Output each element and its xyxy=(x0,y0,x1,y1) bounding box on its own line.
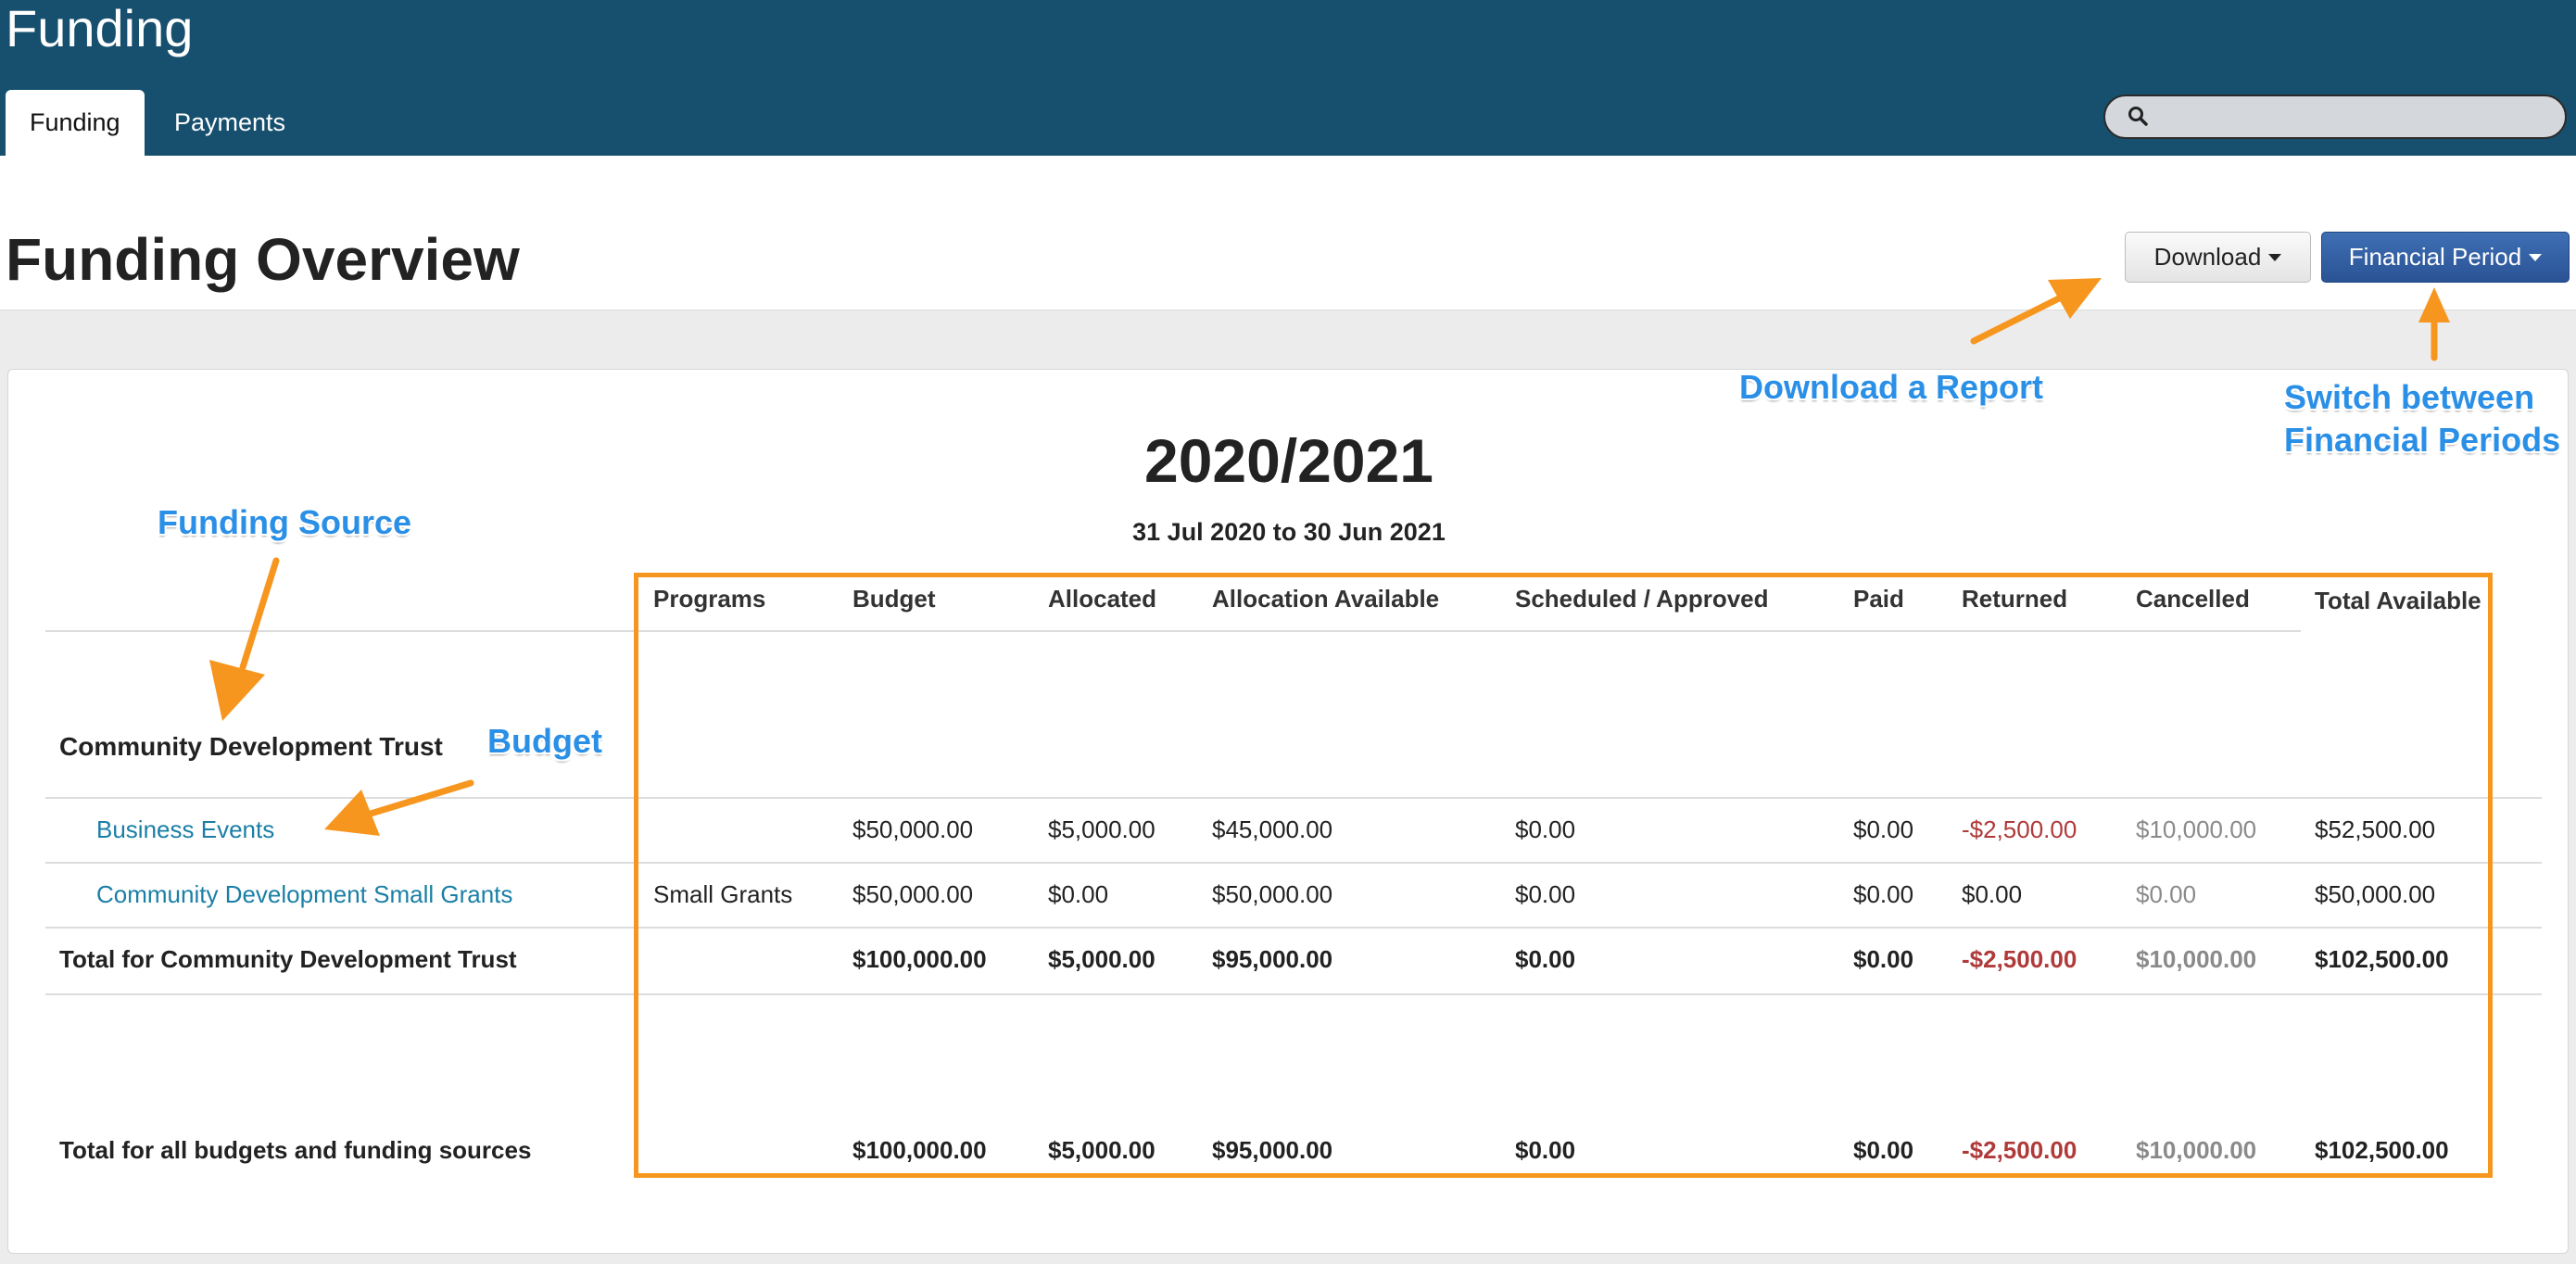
cell-cancelled: $10,000.00 xyxy=(2136,1136,2257,1164)
columns-highlight-box xyxy=(634,573,2493,1178)
row-divider xyxy=(45,927,2542,929)
tab-funding[interactable]: Funding xyxy=(6,90,145,156)
cell-allocation-available: $95,000.00 xyxy=(1212,1136,1333,1164)
search-input[interactable] xyxy=(2103,95,2567,139)
search-icon xyxy=(2128,107,2148,126)
cell-cancelled: $10,000.00 xyxy=(2136,815,2257,843)
grand-total-label: Total for all budgets and funding source… xyxy=(59,1136,532,1164)
row-divider xyxy=(45,993,2542,995)
row-divider xyxy=(45,862,2542,864)
cell-scheduled: $0.00 xyxy=(1515,1136,1576,1164)
cell-allocated: $5,000.00 xyxy=(1048,815,1155,843)
cell-paid: $0.00 xyxy=(1853,945,1914,973)
period-title: 2020/2021 xyxy=(1144,426,1433,495)
cell-paid: $0.00 xyxy=(1853,1136,1914,1164)
column-header-programs: Programs xyxy=(653,585,766,613)
annotation-switch-periods-line2: Financial Periods xyxy=(2284,421,2561,459)
cell-returned: $0.00 xyxy=(1962,880,2023,908)
cell-returned: -$2,500.00 xyxy=(1962,1136,2077,1164)
cell-scheduled: $0.00 xyxy=(1515,815,1576,843)
caret-down-icon xyxy=(2268,253,2282,261)
column-header-budget: Budget xyxy=(852,585,936,613)
cell-total-available: $102,500.00 xyxy=(2315,945,2449,973)
arrow-funding-source-icon xyxy=(209,557,280,721)
arrow-download-icon xyxy=(1970,278,2102,345)
funding-report-panel: 2020/2021 31 Jul 2020 to 30 Jun 2021 Pro… xyxy=(7,369,2569,1254)
tab-payments[interactable]: Payments xyxy=(174,108,286,136)
annotation-budget: Budget xyxy=(487,722,602,760)
cell-cancelled: $10,000.00 xyxy=(2136,945,2257,973)
download-button-label: Download xyxy=(2153,243,2262,271)
cell-allocated: $0.00 xyxy=(1048,880,1109,908)
app-title: Funding xyxy=(6,0,194,57)
cell-total-available: $102,500.00 xyxy=(2315,1136,2449,1164)
row-divider xyxy=(45,797,2542,799)
column-header-scheduled-approved: Scheduled / Approved xyxy=(1515,585,1769,613)
annotation-switch-periods-line1: Switch between xyxy=(2284,378,2535,416)
arrow-financial-period-icon xyxy=(2418,287,2450,361)
cell-allocation-available: $50,000.00 xyxy=(1212,880,1333,908)
header-divider xyxy=(45,630,2301,632)
cell-allocation-available: $45,000.00 xyxy=(1212,815,1333,843)
column-header-returned: Returned xyxy=(1962,585,2068,613)
cell-allocated: $5,000.00 xyxy=(1048,945,1155,973)
funding-source-name: Community Development Trust xyxy=(59,732,443,761)
cell-cancelled: $0.00 xyxy=(2136,880,2197,908)
cell-budget: $50,000.00 xyxy=(852,880,974,908)
cell-total-available: $50,000.00 xyxy=(2315,880,2436,908)
cell-paid: $0.00 xyxy=(1853,815,1914,843)
column-header-allocated: Allocated xyxy=(1048,585,1157,613)
period-range: 31 Jul 2020 to 30 Jun 2021 xyxy=(1132,518,1446,546)
cell-budget: $50,000.00 xyxy=(852,815,974,843)
cell-paid: $0.00 xyxy=(1853,880,1914,908)
annotation-funding-source: Funding Source xyxy=(158,503,411,541)
source-total-label: Total for Community Development Trust xyxy=(59,945,517,973)
cell-allocation-available: $95,000.00 xyxy=(1212,945,1333,973)
page-header: Funding Overview Download Financial Peri… xyxy=(0,156,2576,310)
cell-budget: $100,000.00 xyxy=(852,1136,987,1164)
download-button[interactable]: Download xyxy=(2125,232,2311,283)
cell-allocated: $5,000.00 xyxy=(1048,1136,1155,1164)
column-header-cancelled: Cancelled xyxy=(2136,585,2250,613)
page-title: Funding Overview xyxy=(6,226,520,293)
annotation-download-report: Download a Report xyxy=(1739,368,2044,406)
cell-budget: $100,000.00 xyxy=(852,945,987,973)
cell-scheduled: $0.00 xyxy=(1515,880,1576,908)
financial-period-button-label: Financial Period xyxy=(2348,243,2522,271)
arrow-budget-icon xyxy=(324,779,474,836)
cell-returned: -$2,500.00 xyxy=(1962,815,2077,843)
cell-total-available: $52,500.00 xyxy=(2315,815,2436,843)
column-header-allocation-available: Allocation Available xyxy=(1212,585,1440,613)
caret-down-icon xyxy=(2529,253,2543,261)
column-header-total-available: Total Available xyxy=(2315,587,2481,614)
cell-program: Small Grants xyxy=(653,880,793,908)
budget-link-business-events[interactable]: Business Events xyxy=(96,815,275,843)
top-navigation-bar: Funding Funding Payments xyxy=(0,0,2576,156)
column-header-paid: Paid xyxy=(1853,585,1904,613)
cell-returned: -$2,500.00 xyxy=(1962,945,2077,973)
budget-link-community-development-small-grants[interactable]: Community Development Small Grants xyxy=(96,880,513,908)
cell-scheduled: $0.00 xyxy=(1515,945,1576,973)
financial-period-button[interactable]: Financial Period xyxy=(2321,232,2570,283)
